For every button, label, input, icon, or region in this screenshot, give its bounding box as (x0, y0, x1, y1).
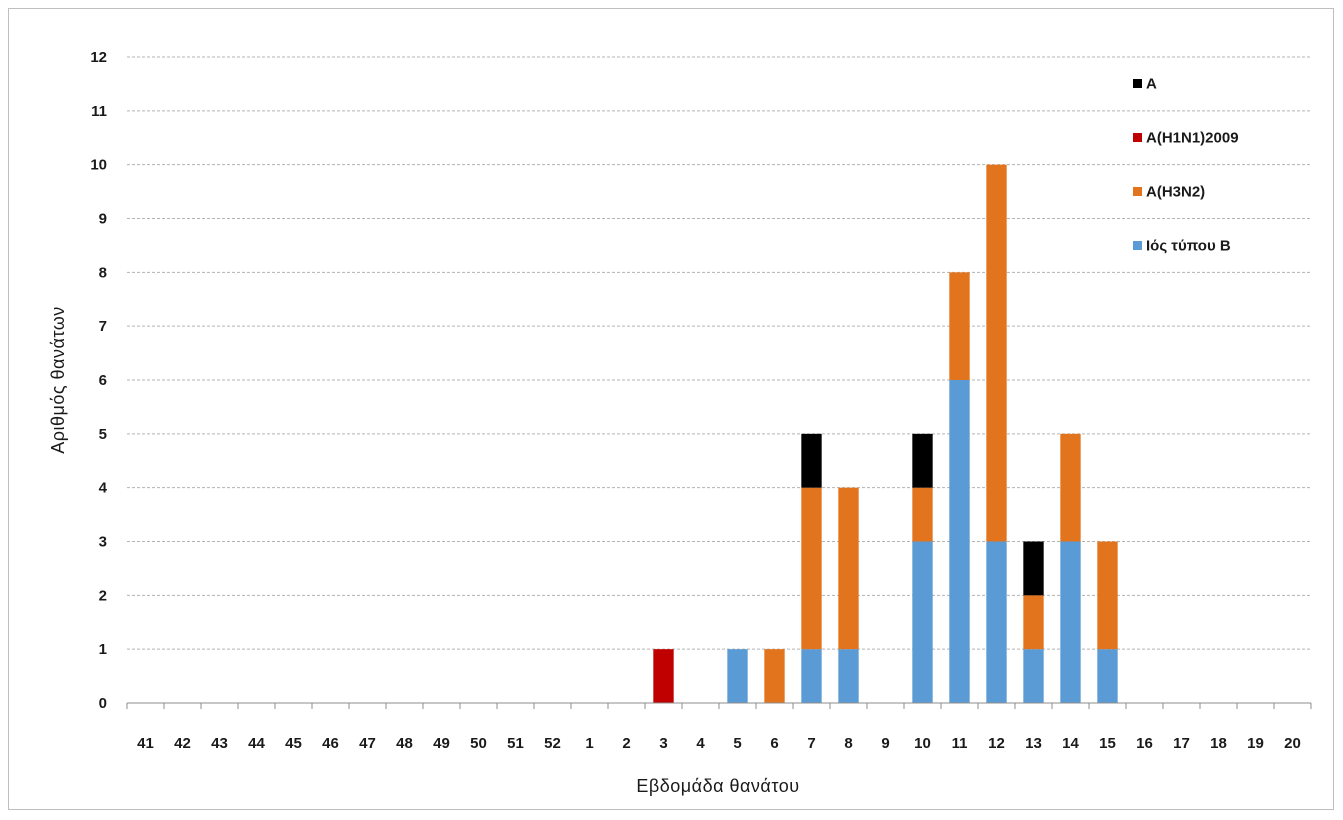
bar-segment (912, 541, 933, 703)
x-tick-label: 6 (770, 735, 778, 752)
y-tick-label: 12 (90, 49, 107, 66)
legend-swatch (1133, 187, 1142, 196)
legend-label: Α(Η1Ν1)2009 (1146, 130, 1239, 147)
bar-segment (1023, 595, 1044, 650)
bar-segment (986, 541, 1007, 703)
legend-label: Α(Η3Ν2) (1146, 184, 1205, 201)
bar-segment (838, 487, 859, 650)
x-tick-label: 51 (507, 735, 524, 752)
x-tick-label: 8 (844, 735, 852, 752)
legend-swatch (1133, 241, 1142, 250)
x-tick-label: 12 (988, 735, 1005, 752)
x-tick-label: 45 (285, 735, 302, 752)
x-tick-label: 9 (881, 735, 889, 752)
y-tick-label: 1 (99, 641, 107, 658)
legend: Α Α(Η1Ν1)2009 Α(Η3Ν2) Ιός τύπου Β (1133, 76, 1239, 255)
x-tick-label: 19 (1247, 735, 1264, 752)
x-tick-label: 49 (433, 735, 450, 752)
bar-segment (1023, 541, 1044, 596)
bar-segment (764, 649, 785, 703)
x-tick-label: 42 (174, 735, 191, 752)
y-tick-label: 7 (99, 318, 107, 335)
y-tick-label: 6 (99, 372, 107, 389)
x-tick-label: 20 (1284, 735, 1301, 752)
x-tick-label: 14 (1062, 735, 1079, 752)
bar-segment (986, 164, 1007, 542)
bars (653, 164, 1118, 703)
bar-segment (912, 487, 933, 542)
x-tick-label: 16 (1136, 735, 1153, 752)
x-tick-label: 47 (359, 735, 376, 752)
y-tick-label: 5 (99, 426, 107, 443)
y-tick-label: 10 (90, 157, 107, 174)
x-tick-label: 2 (622, 735, 630, 752)
bar-segment (1097, 649, 1118, 703)
bar-segment (801, 487, 822, 650)
x-tick-label: 7 (807, 735, 815, 752)
bar-segment (949, 272, 970, 380)
y-tick-label: 9 (99, 211, 107, 228)
y-axis-title: Αριθμός θανάτων (48, 306, 68, 454)
x-tick-label: 18 (1210, 735, 1227, 752)
bar-segment (801, 433, 822, 488)
bar-segment (949, 380, 970, 703)
y-tick-label: 4 (99, 480, 108, 497)
gridlines (127, 56, 1311, 650)
bar-segment (1023, 649, 1044, 703)
x-tick-label: 41 (137, 735, 154, 752)
bar-segment (1060, 433, 1081, 542)
y-tick-label: 0 (99, 695, 107, 712)
x-tick-label: 13 (1025, 735, 1042, 752)
legend-label: Α (1146, 76, 1157, 93)
y-tick-label: 11 (91, 103, 107, 120)
x-tick-label: 17 (1173, 735, 1190, 752)
y-tick-label: 8 (99, 264, 107, 281)
x-tick-label: 15 (1099, 735, 1116, 752)
bar-segment (653, 649, 674, 703)
bar-segment (838, 649, 859, 703)
bar-segment (1097, 541, 1118, 650)
y-tick-label: 2 (99, 587, 107, 604)
legend-label: Ιός τύπου Β (1146, 238, 1231, 255)
x-tick-label: 5 (733, 735, 741, 752)
x-tick-label: 10 (914, 735, 931, 752)
x-tick-label: 11 (952, 735, 968, 752)
bar-segment (801, 649, 822, 703)
x-tick-label: 3 (659, 735, 667, 752)
x-tick-label: 1 (585, 735, 593, 752)
x-axis-title: Εβδομάδα θανάτου (636, 776, 799, 796)
bar-segment (912, 433, 933, 488)
x-tick-label: 46 (322, 735, 339, 752)
x-tick-label: 52 (544, 735, 561, 752)
legend-swatch (1133, 79, 1142, 88)
x-axis: 41 42 43 44 45 46 47 48 49 50 51 52 1 2 3 4 5 6 7 8 9 10 11 12 1… (126, 702, 1312, 752)
x-tick-label: 4 (696, 735, 705, 752)
x-tick-label: 48 (396, 735, 413, 752)
x-tick-label: 50 (470, 735, 487, 752)
y-tick-label: 3 (99, 534, 107, 551)
x-tick-label: 44 (248, 735, 265, 752)
legend-swatch (1133, 133, 1142, 142)
bar-segment (1060, 541, 1081, 703)
bar-segment (727, 649, 748, 703)
x-tick-label: 43 (211, 735, 228, 752)
